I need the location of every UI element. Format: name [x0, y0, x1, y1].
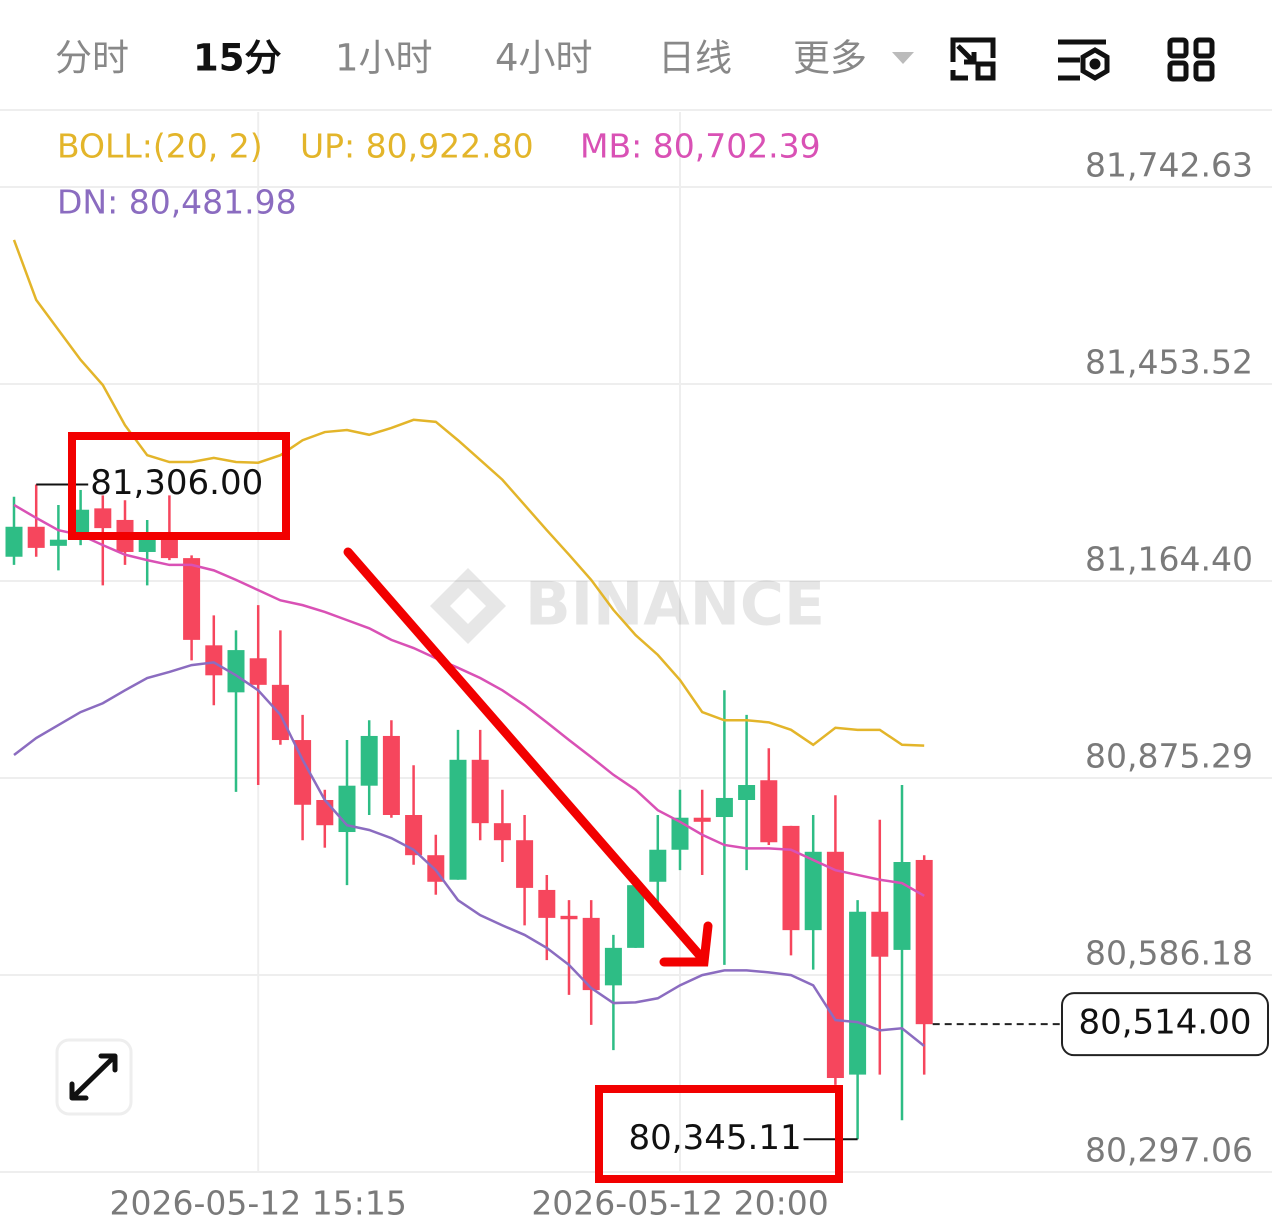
y-tick-label: 81,742.63 — [1085, 146, 1253, 185]
watermark-logo — [430, 568, 506, 644]
candle-body — [604, 947, 622, 986]
plot — [5, 239, 933, 1141]
candle-body — [271, 684, 289, 741]
highlight-box — [595, 1085, 843, 1183]
candle-body — [94, 508, 112, 529]
candle-body — [649, 849, 667, 882]
y-tick-label: 80,875.29 — [1085, 736, 1253, 775]
y-tick-label: 80,297.06 — [1085, 1131, 1253, 1170]
last-price-box — [1061, 992, 1269, 1057]
tab[interactable]: 分时 — [55, 37, 129, 80]
candle-body — [449, 759, 467, 880]
layout-icon[interactable] — [1167, 37, 1215, 82]
candle-body — [160, 539, 178, 559]
candle-body — [782, 825, 800, 931]
tab[interactable]: 1小时 — [335, 37, 433, 80]
trend-arrow — [343, 547, 713, 967]
dropdown-arrow — [892, 52, 914, 64]
y-tick-label: 81,164.40 — [1085, 540, 1253, 579]
candle-body — [804, 851, 822, 931]
band-line — [13, 661, 925, 1047]
candle-body — [538, 889, 556, 918]
legend-entry: DN: 80,481.98 — [57, 183, 297, 222]
max-label: 81,306.00 — [90, 463, 263, 503]
highlight-boxes — [68, 432, 843, 1183]
expand-button[interactable] — [55, 1038, 133, 1116]
x-tick-label: 2026-05-12 20:00 — [531, 1184, 828, 1223]
candle-body — [560, 915, 578, 920]
candle-body — [405, 814, 423, 856]
candle-body — [27, 526, 45, 548]
candle-body — [760, 780, 778, 843]
candle-body — [49, 539, 67, 546]
candle-body — [471, 759, 489, 824]
indicator-label: BOLL:(20, 2) — [57, 127, 263, 166]
candle-body — [715, 797, 733, 818]
candle-body — [627, 885, 645, 948]
grid — [0, 112, 1272, 1173]
candle-body — [183, 558, 201, 640]
candle-body — [360, 735, 378, 786]
legend: BOLL:(20, 2) UP: 80,922.80 MB: 80,702.39… — [57, 127, 821, 222]
highlight-box — [68, 432, 290, 540]
legend-entry: UP: 80,922.80 — [300, 127, 534, 166]
candle-body — [382, 735, 400, 815]
candle-body — [893, 862, 911, 950]
watermark-text: BINANCE — [525, 570, 825, 640]
candle-body — [693, 817, 711, 822]
y-tick-label: 80,586.18 — [1085, 933, 1253, 972]
candle-body — [316, 800, 334, 826]
candle-body — [227, 650, 245, 693]
candle-body — [849, 911, 867, 1075]
watermark: BINANCE — [430, 568, 825, 644]
tab[interactable]: 日线 — [658, 37, 732, 80]
candle-body — [915, 859, 933, 1025]
min-label: 80,345.11 — [629, 1118, 802, 1158]
candle-body — [738, 785, 756, 801]
y-tick-label: 81,453.52 — [1085, 342, 1253, 381]
fullscreen-icon[interactable] — [950, 37, 996, 81]
indicator-icon[interactable] — [1058, 39, 1110, 81]
candle-body — [516, 840, 534, 888]
band-line — [12, 239, 925, 747]
band-line — [13, 503, 925, 897]
candle-body — [582, 917, 600, 991]
candle-body — [826, 851, 844, 1079]
candle-body — [493, 823, 511, 841]
legend-entry: MB: 80,702.39 — [580, 127, 821, 166]
candle-body — [249, 658, 267, 685]
candle-body — [5, 526, 23, 557]
candle-body — [294, 740, 312, 805]
tab[interactable]: 4小时 — [495, 37, 593, 80]
last-price-label: 80,514.00 — [1078, 1003, 1251, 1043]
x-tick-label: 2026-05-12 15:15 — [110, 1184, 407, 1223]
tab-bar: 分时 15分 1小时 4小时 日线 更多 — [55, 37, 867, 80]
tab[interactable]: 更多 — [793, 37, 867, 80]
tab[interactable]: 15分 — [193, 37, 282, 80]
candle-body — [138, 539, 156, 552]
candle-body — [205, 645, 223, 676]
candle-body — [871, 911, 889, 957]
